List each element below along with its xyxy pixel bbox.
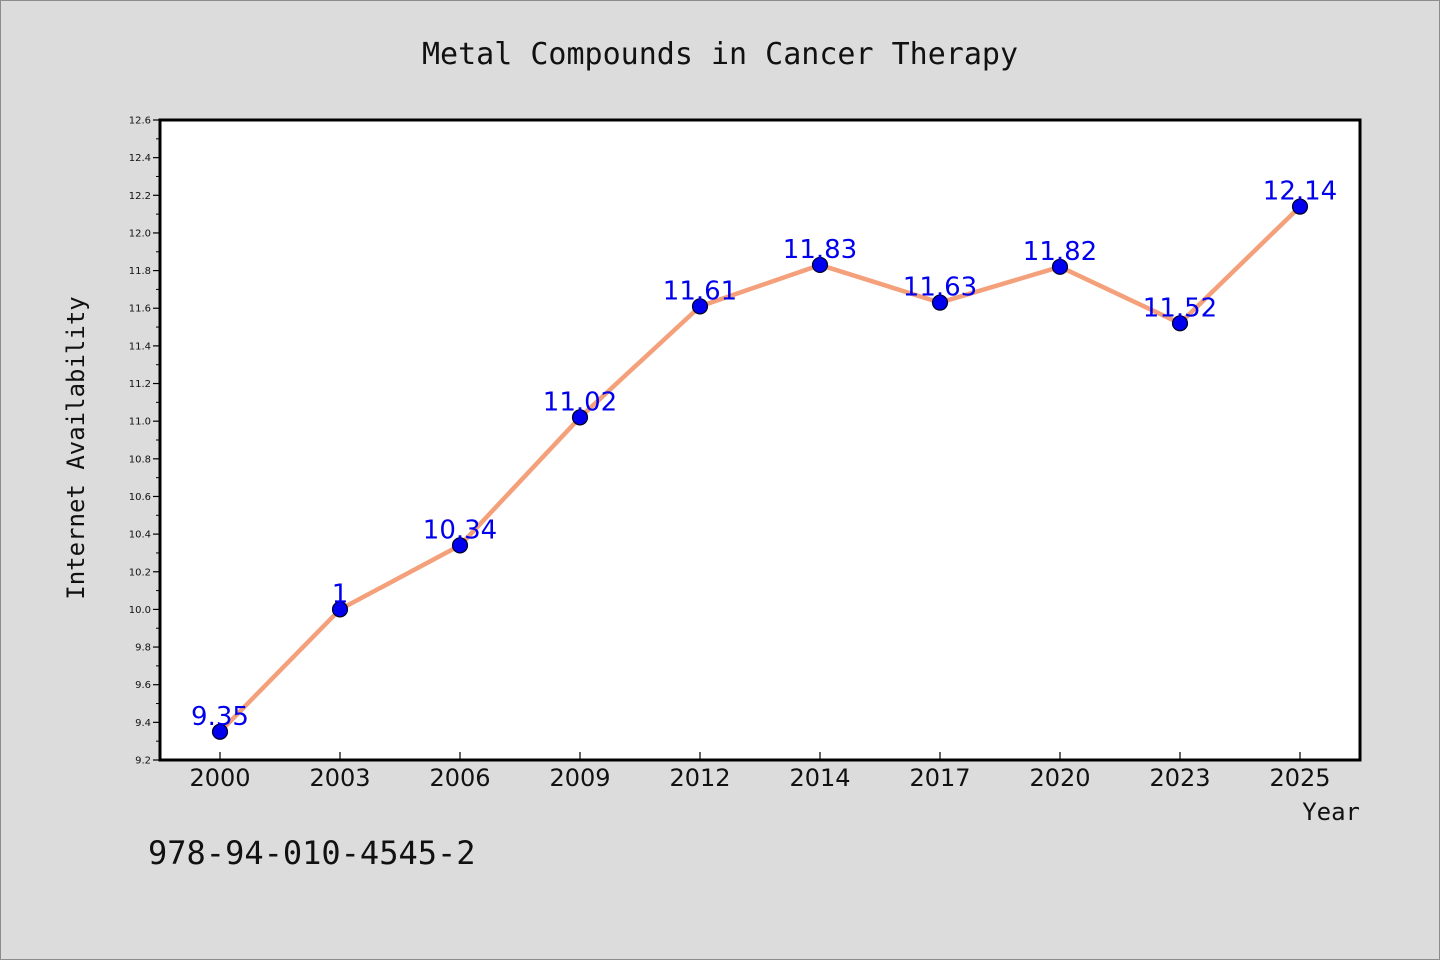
y-tick-label: 12.4 <box>129 153 151 164</box>
y-tick-label: 11.4 <box>129 341 151 352</box>
y-tick-label: 12.2 <box>129 191 151 202</box>
y-tick-label: 9.8 <box>135 643 151 654</box>
y-tick-label: 12.6 <box>129 116 151 127</box>
data-point <box>1051 258 1069 275</box>
y-tick-label: 11.6 <box>129 304 151 315</box>
x-tick-label: 2025 <box>1269 764 1330 792</box>
y-tick-label: 9.6 <box>135 680 151 691</box>
y-tick-label: 10.2 <box>129 567 151 578</box>
data-label: 11.61 <box>663 276 737 306</box>
x-tick-label: 2023 <box>1149 764 1210 792</box>
x-tick-label: 2014 <box>789 764 850 792</box>
y-tick-label: 9.2 <box>135 756 151 767</box>
data-point <box>211 723 229 740</box>
y-axis-label: Internet Availability <box>62 296 90 599</box>
x-axis: 2000 2003 2006 2009 2012 2014 2017 2020 2023 2025 <box>189 752 1331 792</box>
x-axis-label: Year <box>1302 798 1360 826</box>
y-axis: 9.2 9.4 9.6 9.8 10.0 10.2 10.4 10.6 10.8 11.0 11.2… <box>129 116 160 767</box>
y-tick-label: 9.4 <box>135 718 151 729</box>
data-label: 11.82 <box>1023 237 1097 267</box>
x-tick-label: 2012 <box>669 764 730 792</box>
series-group <box>211 198 1309 740</box>
data-label: 11.02 <box>543 387 617 417</box>
series-line <box>217 204 1303 735</box>
chart-title: Metal Compounds in Cancer Therapy <box>422 37 1018 72</box>
x-tick-label: 2003 <box>309 764 370 792</box>
y-tick-label: 11.2 <box>129 379 151 390</box>
data-point <box>811 256 829 274</box>
data-labels: 9.35 1 10.34 11.02 11.61 11.83 11.63 11.82 11.52… <box>191 177 1337 732</box>
data-label: 12.14 <box>1263 177 1337 207</box>
footer-code: 978-94-010-4545-2 <box>148 834 476 872</box>
data-point <box>571 409 589 426</box>
y-tick-label: 12.0 <box>129 228 151 239</box>
data-label: 11.52 <box>1143 293 1217 323</box>
data-label: 1 <box>332 579 349 609</box>
data-point <box>331 601 349 618</box>
x-tick-label: 2009 <box>549 764 610 792</box>
y-tick-label: 10.6 <box>129 492 151 503</box>
y-tick-label: 10.8 <box>129 454 151 465</box>
y-tick-label: 10.0 <box>129 605 151 616</box>
data-label: 11.83 <box>783 235 857 265</box>
x-tick-label: 2017 <box>909 764 970 792</box>
data-point <box>1291 198 1309 215</box>
data-label: 9.35 <box>191 702 249 732</box>
x-tick-label: 2006 <box>429 764 490 792</box>
data-label: 10.34 <box>423 515 497 545</box>
data-label: 11.63 <box>903 273 977 303</box>
plot-area <box>158 118 1362 762</box>
data-point <box>1171 315 1189 332</box>
y-tick-label: 11.0 <box>129 417 151 428</box>
data-point <box>451 537 469 554</box>
y-tick-label: 10.4 <box>129 530 151 541</box>
data-point <box>691 298 709 315</box>
data-point <box>931 294 949 311</box>
y-tick-label: 11.8 <box>129 266 151 277</box>
x-tick-label: 2020 <box>1029 764 1090 792</box>
x-tick-label: 2000 <box>189 764 250 792</box>
